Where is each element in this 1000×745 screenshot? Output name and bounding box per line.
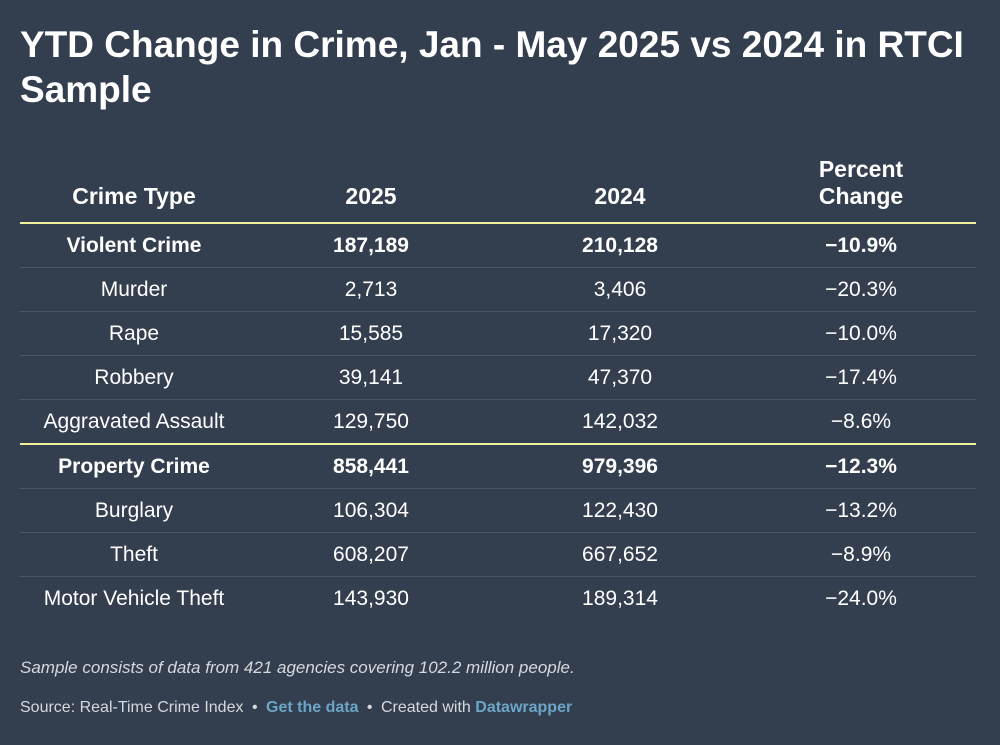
cell-2024: 122,430: [494, 488, 746, 533]
table-row-aggravated-assault: Aggravated Assault 129,750 142,032 −8.6%: [20, 399, 976, 445]
column-header-2024: 2024: [494, 140, 746, 224]
table-row-theft: Theft 608,207 667,652 −8.9%: [20, 532, 976, 577]
cell-crime-type: Property Crime: [20, 444, 248, 489]
table-row-murder: Murder 2,713 3,406 −20.3%: [20, 267, 976, 312]
datawrapper-link[interactable]: Datawrapper: [475, 699, 573, 716]
cell-crime-type: Rape: [20, 311, 248, 356]
cell-2024: 210,128: [494, 223, 746, 268]
table-row-robbery: Robbery 39,141 47,370 −17.4%: [20, 355, 976, 400]
table-row-violent-crime: Violent Crime 187,189 210,128 −10.9%: [20, 223, 976, 268]
cell-2024: 17,320: [494, 311, 746, 356]
cell-crime-type: Violent Crime: [20, 223, 248, 268]
table-row-property-crime: Property Crime 858,441 979,396 −12.3%: [20, 444, 976, 489]
cell-crime-type: Murder: [20, 267, 248, 312]
created-with-text: Created with: [380, 699, 471, 716]
table-row-motor-vehicle-theft: Motor Vehicle Theft 143,930 189,314 −24.…: [20, 577, 976, 621]
crime-table: Crime Type 2025 2024 Percent Change Viol…: [20, 140, 976, 620]
cell-2024: 667,652: [494, 532, 746, 577]
cell-2025: 2,713: [248, 267, 494, 312]
cell-percent-change: −24.0%: [825, 586, 897, 610]
cell-2024: 142,032: [494, 399, 746, 445]
table-row-burglary: Burglary 106,304 122,430 −13.2%: [20, 488, 976, 533]
cell-2025: 39,141: [248, 355, 494, 400]
cell-2025: 106,304: [248, 488, 494, 533]
table-header-row: Crime Type 2025 2024 Percent Change: [20, 140, 976, 224]
cell-2024: 3,406: [494, 267, 746, 312]
cell-2025: 15,585: [248, 311, 494, 356]
cell-crime-type: Burglary: [20, 488, 248, 533]
cell-crime-type: Motor Vehicle Theft: [43, 586, 225, 610]
column-header-crime-type: Crime Type: [20, 140, 248, 224]
cell-crime-type: Theft: [20, 532, 248, 577]
cell-2025: 608,207: [248, 532, 494, 577]
cell-percent-change: −8.9%: [746, 532, 976, 577]
cell-percent-change: −12.3%: [746, 444, 976, 489]
source-text: Source: Real-Time Crime Index: [20, 699, 244, 716]
cell-percent-change: −10.0%: [746, 311, 976, 356]
cell-2024: 189,314: [582, 586, 658, 610]
cell-2025: 143,930: [333, 586, 409, 610]
cell-2025: 187,189: [248, 223, 494, 268]
column-header-percent-change: Percent Change: [746, 140, 976, 224]
cell-percent-change: −8.6%: [746, 399, 976, 445]
table-row-rape: Rape 15,585 17,320 −10.0%: [20, 311, 976, 356]
cell-percent-change: −20.3%: [746, 267, 976, 312]
column-header-2025: 2025: [248, 140, 494, 224]
cell-2024: 47,370: [494, 355, 746, 400]
cell-percent-change: −17.4%: [746, 355, 976, 400]
get-the-data-link[interactable]: Get the data: [266, 699, 359, 716]
cell-crime-type: Robbery: [20, 355, 248, 400]
cell-2025: 129,750: [248, 399, 494, 445]
chart-notes: Sample consists of data from 421 agencie…: [20, 658, 575, 677]
separator-dot: •: [366, 699, 373, 716]
cell-2025: 858,441: [248, 444, 494, 489]
cell-percent-change: −10.9%: [746, 223, 976, 268]
chart-title: YTD Change in Crime, Jan - May 2025 vs 2…: [20, 24, 964, 110]
cell-2024: 979,396: [494, 444, 746, 489]
separator-dot: •: [251, 699, 258, 716]
cell-crime-type: Aggravated Assault: [20, 399, 248, 445]
cell-percent-change: −13.2%: [746, 488, 976, 533]
chart-footer: Source: Real-Time Crime Index • Get the …: [20, 699, 572, 717]
